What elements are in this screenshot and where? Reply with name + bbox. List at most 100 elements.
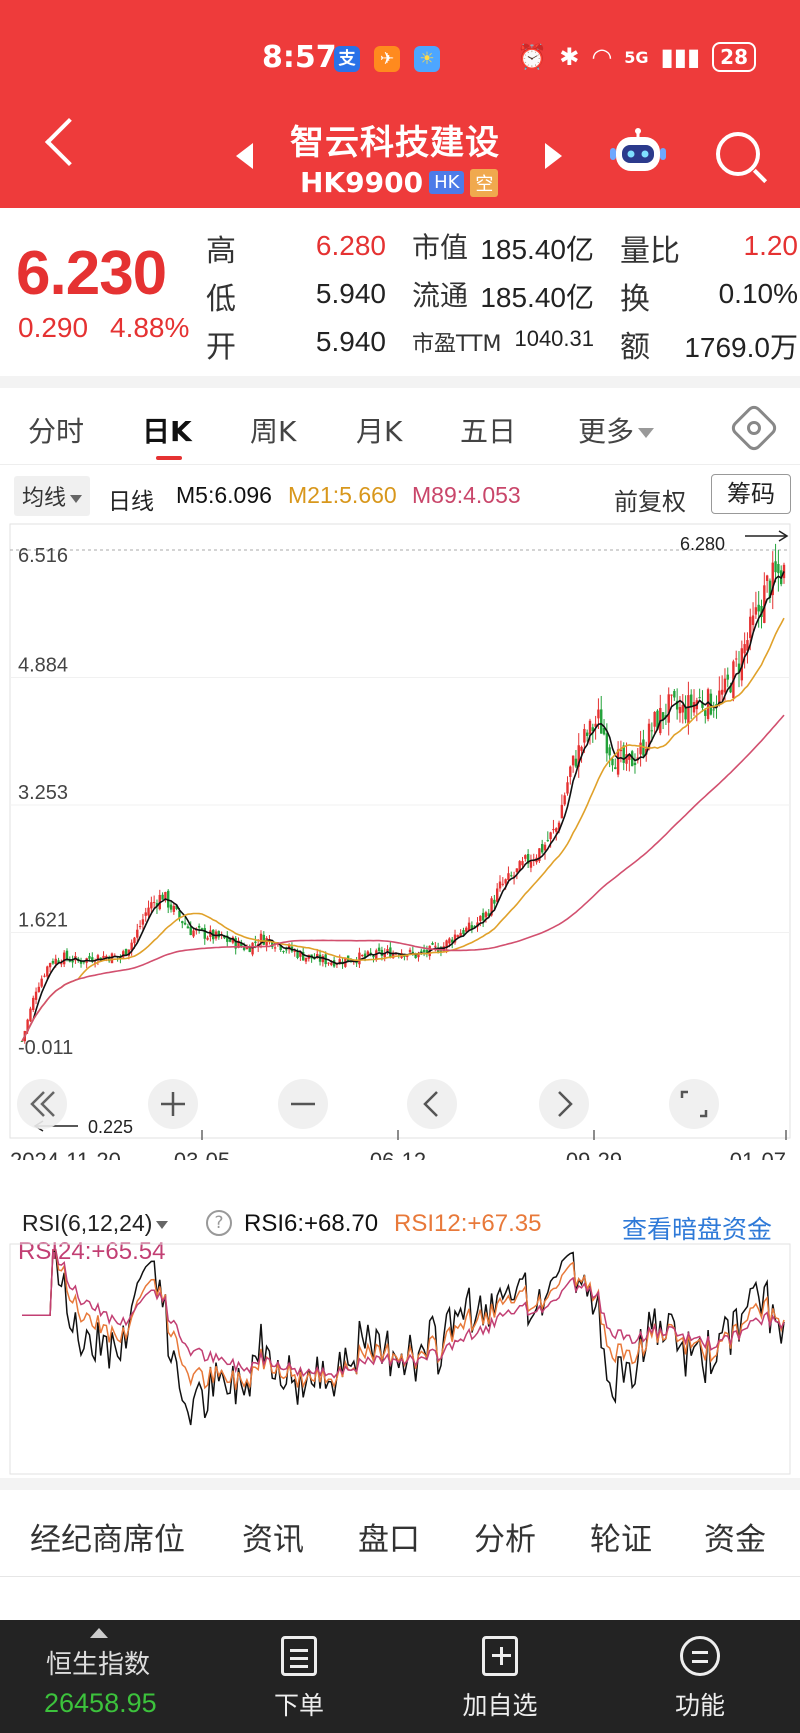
pe-ttm-value: 1040.31 (514, 326, 594, 351)
candle (706, 687, 710, 722)
candle (633, 753, 637, 774)
candle (498, 875, 502, 892)
candle (690, 689, 693, 720)
candle (569, 765, 572, 785)
battery-icon: 28 (712, 42, 756, 72)
amount-value: 1769.0万 (684, 332, 798, 363)
candle (653, 711, 656, 734)
robot-assistant-icon[interactable] (610, 128, 666, 174)
date-tick-label: 2024-11-20 (10, 1148, 121, 1160)
tab-daily-k[interactable]: 日K (142, 415, 192, 448)
tab-five-day[interactable]: 五日 (460, 415, 517, 448)
ma-legend: 均线 日线 M5:6.096 M21:5.660 M89:4.053 前复权 筹… (0, 470, 800, 518)
rsi-lines (22, 1248, 785, 1426)
chevron-down-icon (70, 495, 83, 503)
next-stock-icon[interactable] (545, 143, 562, 169)
candle (659, 694, 662, 736)
scroll-right-button[interactable] (539, 1079, 589, 1129)
functions-button[interactable]: 功能 (645, 1636, 755, 1722)
tab-monthly-k[interactable]: 月K (356, 415, 403, 448)
chip-distribution-button[interactable]: 筹码 (711, 474, 791, 514)
pe-ttm-label: 市盈TTM (412, 332, 502, 357)
tabs-divider (0, 464, 800, 465)
search-icon[interactable] (716, 132, 760, 176)
tab-broker-seats[interactable]: 经纪商席位 (30, 1522, 185, 1558)
price-tick-label: 6.516 (18, 545, 68, 567)
rsi-selector[interactable]: RSI(6,12,24) (22, 1210, 169, 1237)
high-price-label: 6.280 (680, 534, 725, 554)
prev-stock-icon[interactable] (236, 143, 253, 169)
candle (484, 910, 488, 923)
fullscreen-button[interactable] (669, 1079, 719, 1129)
price-tick-label: 1.621 (18, 909, 68, 931)
price-tick-label: 4.884 (18, 655, 68, 677)
tab-weekly-k[interactable]: 周K (250, 415, 297, 448)
candle (169, 900, 173, 913)
candle (60, 959, 63, 968)
chevron-up-icon[interactable] (90, 1628, 108, 1638)
date-axis: 2024-11-20 03-05 06-12 09-29 01-07 (10, 1130, 787, 1160)
index-name[interactable]: 恒生指数 (46, 1650, 151, 1680)
kline-chart[interactable]: 6.516 4.884 3.253 1.621 -0.011 6.280 0.225 2… (0, 520, 800, 1160)
candle (720, 675, 724, 702)
candle (130, 939, 133, 956)
tab-warrants[interactable]: 轮证 (590, 1522, 652, 1558)
candle (32, 995, 35, 1012)
candle (37, 982, 41, 993)
candle (197, 923, 201, 934)
help-icon[interactable]: ? (206, 1210, 232, 1236)
candle (577, 733, 580, 778)
candle (79, 957, 83, 968)
candle (144, 907, 147, 922)
rsi-chart[interactable] (0, 1240, 800, 1480)
price-change: 0.290 (18, 312, 89, 343)
candle (453, 929, 457, 945)
candle (136, 923, 139, 943)
candle (777, 550, 780, 592)
candle (62, 950, 66, 967)
tab-news[interactable]: 资讯 (242, 1522, 304, 1558)
candle (695, 697, 699, 722)
bottom-toolbar: 恒生指数 26458.95 下单 加自选 功能 (0, 1620, 800, 1733)
ma21-value: M21:5.660 (288, 482, 397, 508)
candle (611, 756, 614, 772)
candle (158, 889, 161, 911)
candle (459, 929, 462, 937)
indicator-selector[interactable]: 均线 (14, 476, 91, 516)
period-label: 日线 (108, 489, 154, 515)
tab-analysis[interactable]: 分析 (474, 1522, 536, 1558)
candle (737, 651, 741, 688)
ma-line-m89 (21, 714, 785, 1042)
scroll-left-button[interactable] (407, 1079, 457, 1129)
tab-order-book[interactable]: 盘口 (358, 1522, 420, 1558)
candle (273, 944, 277, 952)
candle (226, 931, 229, 948)
open-label: 开 (206, 330, 236, 365)
add-watchlist-button[interactable]: 加自选 (445, 1636, 555, 1722)
tab-intraday[interactable]: 分时 (28, 415, 85, 448)
place-order-button[interactable]: 下单 (244, 1636, 354, 1722)
float-cap-value: 185.40亿 (480, 282, 594, 313)
adjust-mode[interactable]: 前复权 (614, 488, 686, 516)
menu-icon (680, 1636, 720, 1676)
candle (588, 718, 592, 745)
stock-title: 智云科技建设 (290, 123, 500, 163)
candle (628, 754, 631, 772)
tab-funds[interactable]: 资金 (704, 1522, 766, 1558)
tab-more[interactable]: 更多 (578, 410, 655, 450)
candle (692, 689, 696, 716)
candle (479, 915, 482, 927)
back-arrow-icon[interactable] (44, 117, 94, 167)
chart-zoom-controls (17, 1079, 719, 1129)
ma-line-m21 (21, 617, 785, 1042)
candle (43, 973, 46, 978)
candle (608, 744, 611, 768)
dark-pool-link[interactable]: 查看暗盘资金 (622, 1215, 773, 1244)
rsi-line-rsi12 (22, 1249, 785, 1390)
candle (563, 792, 566, 807)
candle (321, 953, 325, 967)
plus-icon (161, 1092, 185, 1116)
rsi-line-rsi24 (22, 1248, 785, 1379)
candle (138, 920, 142, 930)
price-gridlines (10, 677, 790, 933)
